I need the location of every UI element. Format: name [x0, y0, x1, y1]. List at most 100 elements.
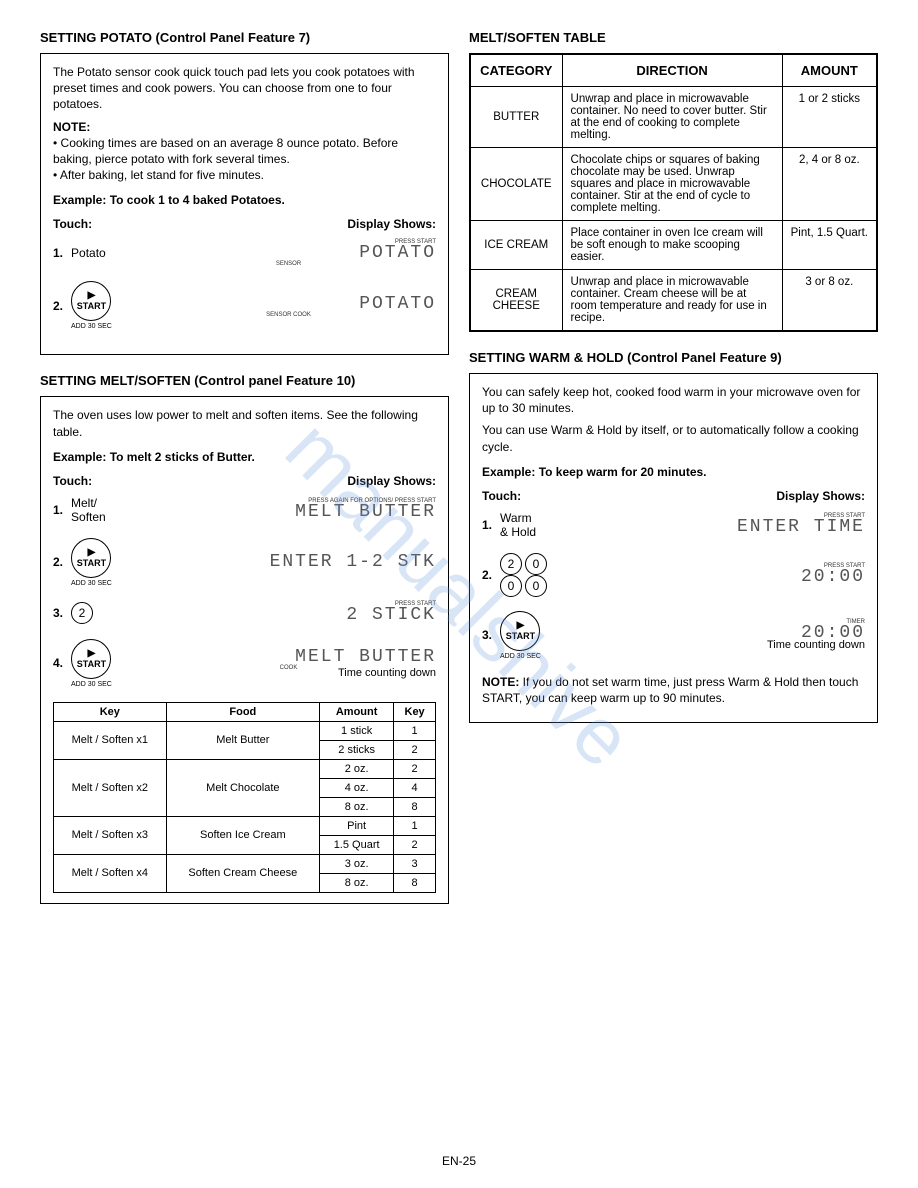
- table-cell: 1: [394, 816, 436, 835]
- table-cell: 8: [394, 873, 436, 892]
- start-caption: ADD 30 SEC: [71, 580, 112, 587]
- play-icon: ▶: [88, 291, 96, 301]
- step-row: 4. ▶START ADD 30 SEC MELT BUTTER COOK Ti…: [53, 639, 436, 688]
- table-cell-amount: 2, 4 or 8 oz.: [782, 148, 877, 221]
- warm-hold-intro2: You can use Warm & Hold by itself, or to…: [482, 422, 865, 454]
- number-button-2[interactable]: 2: [71, 602, 93, 624]
- start-button[interactable]: ▶START ADD 30 SEC: [71, 639, 112, 688]
- step-number: 3.: [53, 606, 63, 620]
- melt-soften-panel: The oven uses low power to melt and soft…: [40, 396, 449, 903]
- step-number: 1.: [53, 246, 63, 260]
- table-cell-direction: Chocolate chips or squares of baking cho…: [562, 148, 782, 221]
- table-cell: Melt Chocolate: [166, 759, 319, 816]
- table-cell: 3 oz.: [320, 854, 394, 873]
- step-number: 4.: [53, 656, 63, 670]
- table-cell: Soften Cream Cheese: [166, 854, 319, 892]
- note-label: NOTE:: [53, 120, 90, 134]
- table-cell: 8 oz.: [320, 797, 394, 816]
- melt-soften-intro: The oven uses low power to melt and soft…: [53, 407, 436, 439]
- start-button[interactable]: ▶START ADD 30 SEC: [71, 281, 112, 330]
- start-button[interactable]: ▶START ADD 30 SEC: [500, 611, 541, 660]
- table-row: Melt / Soften x1Melt Butter1 stick1: [54, 721, 436, 740]
- page-number: EN-25: [0, 1154, 918, 1168]
- step-row: 2. ▶START ADD 30 SEC POTATO SENSOR COOK: [53, 281, 436, 330]
- table-cell: 2: [394, 740, 436, 759]
- table-cell: 2: [394, 835, 436, 854]
- number-button-0[interactable]: 0: [500, 575, 522, 597]
- potato-heading: SETTING POTATO (Control Panel Feature 7): [40, 30, 449, 45]
- table-cell: 2 oz.: [320, 759, 394, 778]
- table-row: ICE CREAM Place container in oven Ice cr…: [470, 221, 877, 270]
- table-cell: Melt / Soften x1: [54, 721, 167, 759]
- start-caption: ADD 30 SEC: [71, 681, 112, 688]
- step-number: 2.: [53, 555, 63, 569]
- number-button-2[interactable]: 2: [500, 553, 522, 575]
- table-cell-direction: Place container in oven Ice cream will b…: [562, 221, 782, 270]
- warm-hold-intro1: You can safely keep hot, cooked food war…: [482, 384, 865, 416]
- table-row: Melt / Soften x4Soften Cream Cheese3 oz.…: [54, 854, 436, 873]
- step-row: 1. Warm& Hold PRESS START ENTER TIME: [482, 511, 865, 539]
- potato-example: Example: To cook 1 to 4 baked Potatoes.: [53, 193, 436, 207]
- step-row: 3. 2 PRESS START 2 STICK: [53, 601, 436, 625]
- step-row: 2. 2000 PRESS START 20:00: [482, 553, 865, 597]
- step-row: 1. Potato PRESS START POTATO SENSOR: [53, 239, 436, 267]
- number-button-0[interactable]: 0: [525, 575, 547, 597]
- touch-label: Touch:: [482, 489, 521, 503]
- touch-label: Touch:: [53, 474, 92, 488]
- table-cell: 1.5 Quart: [320, 835, 394, 854]
- warm-hold-panel: You can safely keep hot, cooked food war…: [469, 373, 878, 723]
- table-header: AMOUNT: [782, 54, 877, 87]
- play-icon: ▶: [88, 548, 96, 558]
- potato-note-1: Cooking times are based on an average 8 …: [53, 136, 398, 166]
- table-cell: Melt Butter: [166, 721, 319, 759]
- melt-soften-heading: SETTING MELT/SOFTEN (Control panel Featu…: [40, 373, 449, 388]
- lcd-display: POTATO: [359, 294, 436, 314]
- step-number: 2.: [482, 568, 492, 582]
- table-cell: 4 oz.: [320, 778, 394, 797]
- table-header: Key: [394, 702, 436, 721]
- step-row: 1. Melt/Soften PRESS AGAIN FOR OPTIONS/ …: [53, 496, 436, 524]
- table-header: CATEGORY: [470, 54, 562, 87]
- table-cell: Pint: [320, 816, 394, 835]
- lcd-display: 2 STICK: [346, 605, 436, 625]
- table-cell: Melt / Soften x2: [54, 759, 167, 816]
- lcd-display: MELT BUTTER: [295, 647, 436, 667]
- start-label: START: [77, 659, 106, 669]
- table-cell: 8: [394, 797, 436, 816]
- table-cell: 1 stick: [320, 721, 394, 740]
- melt-table-heading: MELT/SOFTEN TABLE: [469, 30, 878, 45]
- display-label: Display Shows:: [347, 217, 436, 231]
- table-cell-category: CHOCOLATE: [470, 148, 562, 221]
- warm-hold-note: If you do not set warm time, just press …: [482, 675, 858, 705]
- table-row: BUTTER Unwrap and place in microwavable …: [470, 87, 877, 148]
- lcd-display: ENTER TIME: [737, 517, 865, 537]
- potato-panel: The Potato sensor cook quick touch pad l…: [40, 53, 449, 355]
- step-row: 2. ▶START ADD 30 SEC ENTER 1-2 STK: [53, 538, 436, 587]
- start-label: START: [77, 558, 106, 568]
- table-row: Melt / Soften x3Soften Ice CreamPint1: [54, 816, 436, 835]
- step-label: Potato: [71, 246, 106, 260]
- potato-note-2: After baking, let stand for five minutes…: [60, 168, 264, 182]
- start-button[interactable]: ▶START ADD 30 SEC: [71, 538, 112, 587]
- table-cell: 2 sticks: [320, 740, 394, 759]
- start-caption: ADD 30 SEC: [500, 653, 541, 660]
- table-cell-direction: Unwrap and place in microwavable contain…: [562, 87, 782, 148]
- table-header: DIRECTION: [562, 54, 782, 87]
- play-icon: ▶: [517, 621, 525, 631]
- melt-soften-inner-table: KeyFoodAmountKey Melt / Soften x1Melt Bu…: [53, 702, 436, 893]
- table-cell: 2: [394, 759, 436, 778]
- start-label: START: [506, 631, 535, 641]
- melt-soften-example: Example: To melt 2 sticks of Butter.: [53, 450, 436, 464]
- table-cell: 8 oz.: [320, 873, 394, 892]
- table-cell: 3: [394, 854, 436, 873]
- table-row: Melt / Soften x2Melt Chocolate2 oz.2: [54, 759, 436, 778]
- number-button-0[interactable]: 0: [525, 553, 547, 575]
- step-number: 1.: [53, 503, 63, 517]
- start-label: START: [77, 301, 106, 311]
- lcd-display: 20:00: [801, 567, 865, 587]
- lcd-display: ENTER 1-2 STK: [270, 552, 436, 572]
- table-row: CHOCOLATE Chocolate chips or squares of …: [470, 148, 877, 221]
- table-cell: 4: [394, 778, 436, 797]
- table-cell: 1: [394, 721, 436, 740]
- step-label: Melt/Soften: [71, 496, 106, 524]
